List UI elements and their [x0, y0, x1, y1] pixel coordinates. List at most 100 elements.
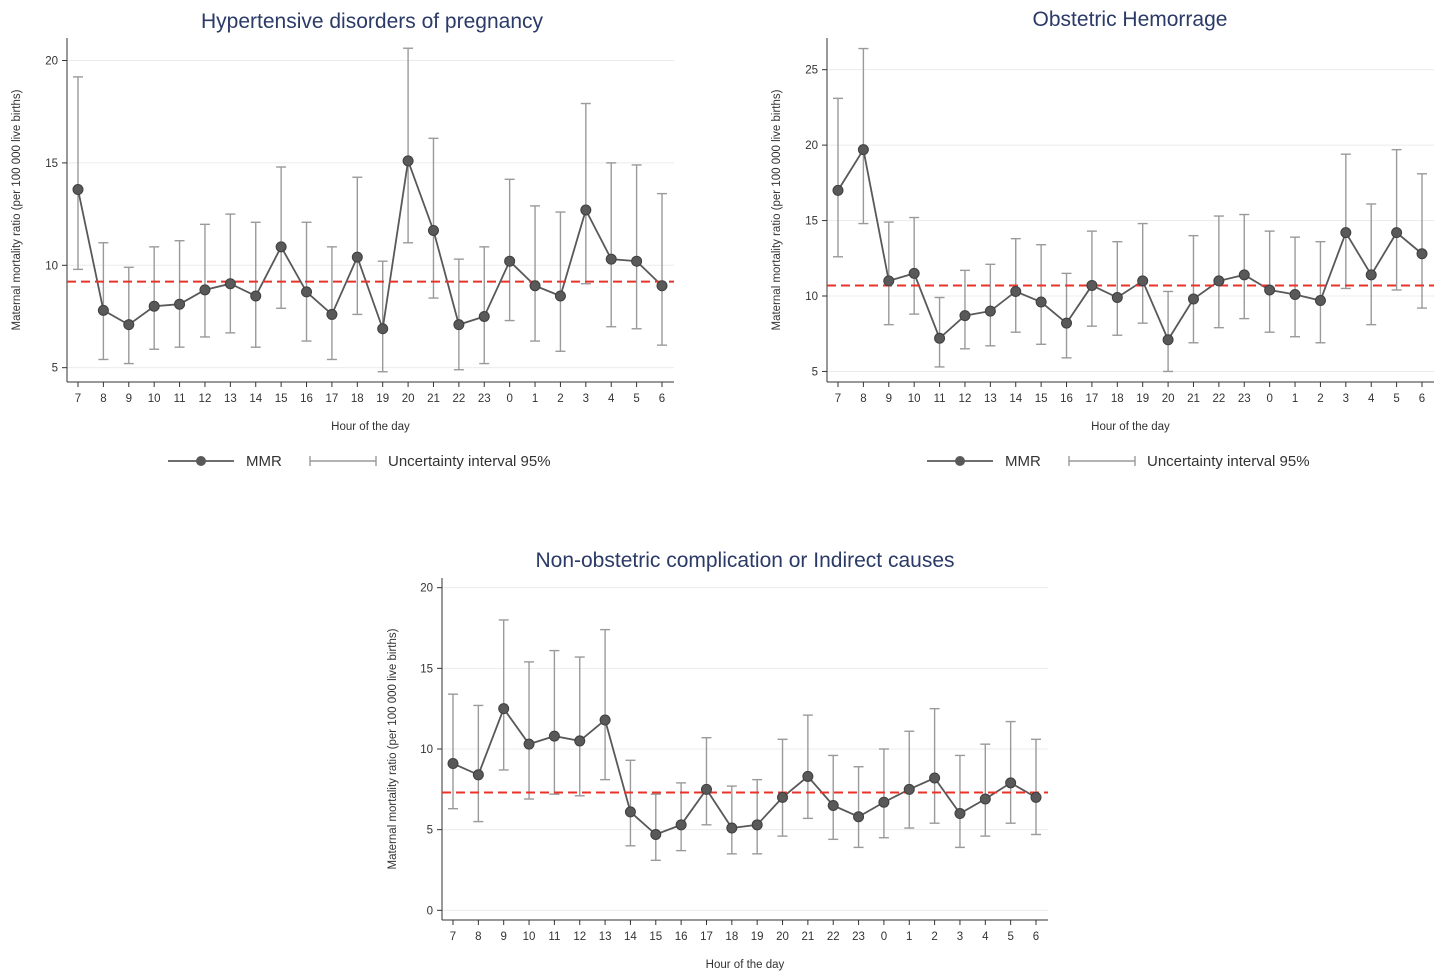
- mmr-series-line: [77, 160, 663, 330]
- mmr-point: [908, 267, 920, 279]
- ci-whisker: [853, 766, 864, 849]
- mmr-point: [504, 255, 516, 267]
- x-tick-label: 10: [148, 393, 161, 405]
- mmr-point: [1314, 295, 1326, 307]
- x-tick-label: 7: [450, 931, 456, 943]
- x-tick-label: 4: [1368, 393, 1375, 405]
- y-tick-label: 5: [427, 825, 433, 837]
- legend-mmr-marker: [196, 456, 206, 466]
- x-tick-label: 10: [908, 393, 921, 405]
- x-tick-label: 8: [475, 931, 481, 943]
- x-tick-label: 4: [608, 393, 615, 405]
- mmr-point: [929, 772, 941, 784]
- legend-ci-label: Uncertainty interval 95%: [1147, 453, 1310, 470]
- mmr-point: [224, 278, 236, 290]
- x-tick-label: 18: [351, 393, 364, 405]
- legend-ci-label: Uncertainty interval 95%: [388, 453, 551, 470]
- ci-whisker: [1340, 153, 1351, 290]
- mmr-point: [574, 735, 586, 747]
- x-tick-label: 7: [75, 393, 81, 405]
- y-tick-label: 10: [420, 744, 433, 756]
- mmr-point: [123, 319, 135, 331]
- mmr-point: [656, 280, 668, 292]
- mmr-point: [148, 300, 160, 312]
- chart-panel-hypertensive: 5 10 15 20 7 8 9 10 11 12 13 14 15 16 17 18 19 20 21 22 23 0 1…: [0, 0, 690, 490]
- ci-whisker: [954, 754, 965, 849]
- x-tick-label: 23: [1238, 393, 1251, 405]
- y-axis-title: Maternal mortality ratio (per 100 000 li…: [11, 89, 23, 330]
- mmr-point: [1340, 227, 1352, 239]
- ci-whisker: [250, 221, 261, 348]
- mmr-point: [903, 783, 915, 795]
- mmr-point: [472, 769, 484, 781]
- y-tick-label: 15: [420, 663, 433, 675]
- mmr-point: [832, 184, 844, 196]
- mmr-point: [1086, 279, 1098, 291]
- x-tick-label: 11: [548, 931, 560, 943]
- ci-whisker: [149, 246, 160, 350]
- ci-whisker: [428, 137, 439, 299]
- x-tick-label: 19: [1136, 393, 1149, 405]
- y-tick-label: 5: [52, 363, 58, 375]
- ci-whisker: [574, 656, 585, 797]
- ci-whisker: [1239, 213, 1250, 320]
- legend: MMR Uncertainty interval 95%: [168, 453, 551, 470]
- ci-whisker: [701, 737, 712, 826]
- mmr-point: [726, 822, 738, 834]
- mmr-point: [1137, 275, 1149, 287]
- x-tick-label: 2: [557, 393, 563, 405]
- ci-whisker: [123, 266, 134, 365]
- ci-whisker: [1417, 173, 1427, 309]
- mmr-point: [402, 155, 414, 167]
- mmr-point: [478, 310, 490, 322]
- mmr-point: [1238, 269, 1250, 281]
- x-tick-label: 9: [886, 393, 892, 405]
- ci-whisker: [98, 242, 109, 361]
- x-tick-label: 9: [500, 931, 506, 943]
- ci-whisker: [929, 707, 940, 824]
- legend-mmr-marker: [955, 456, 965, 466]
- ci-whisker: [453, 258, 464, 371]
- x-tick-label: 15: [275, 393, 288, 405]
- ci-whisker: [1315, 240, 1326, 344]
- x-tick-label: 13: [984, 393, 997, 405]
- ci-whisker: [631, 164, 642, 330]
- x-tick-label: 13: [224, 393, 237, 405]
- ci-whisker: [524, 661, 535, 800]
- x-tick-label: 17: [1086, 393, 1099, 405]
- x-tick-label: 18: [725, 931, 738, 943]
- mmr-point: [498, 703, 510, 715]
- ci-whisker: [600, 628, 611, 781]
- mmr-point: [700, 783, 712, 795]
- x-tick-label: 7: [835, 393, 841, 405]
- ci-whisker: [580, 102, 591, 285]
- x-tick-label: 6: [659, 393, 665, 405]
- mmr-point: [580, 204, 592, 216]
- ci-whisker: [1213, 215, 1224, 329]
- y-tick-label: 10: [805, 291, 818, 303]
- ci-whisker: [73, 76, 83, 271]
- mmr-point: [1030, 791, 1042, 803]
- ci-whisker: [726, 785, 737, 855]
- mmr-point: [959, 310, 971, 322]
- ci-whisker: [1290, 236, 1301, 338]
- ci-whisker: [1137, 222, 1148, 324]
- mmr-point: [447, 758, 459, 770]
- x-tick-label: 20: [402, 393, 415, 405]
- x-tick-label: 18: [1111, 393, 1124, 405]
- x-tick-label: 20: [1162, 393, 1175, 405]
- mmr-point: [453, 319, 465, 331]
- x-tick-label: 0: [881, 931, 887, 943]
- mmr-point: [827, 799, 839, 811]
- mmr-point: [523, 738, 535, 750]
- ci-whisker: [980, 743, 991, 837]
- ci-whisker: [377, 260, 388, 373]
- legend-mmr-label: MMR: [1005, 453, 1041, 470]
- ci-whisker: [1391, 148, 1402, 291]
- x-tick-label: 1: [906, 931, 912, 943]
- mmr-point: [878, 796, 890, 808]
- ci-whisker: [1366, 203, 1377, 326]
- x-tick-label: 5: [1007, 931, 1013, 943]
- x-tick-label: 16: [1060, 393, 1073, 405]
